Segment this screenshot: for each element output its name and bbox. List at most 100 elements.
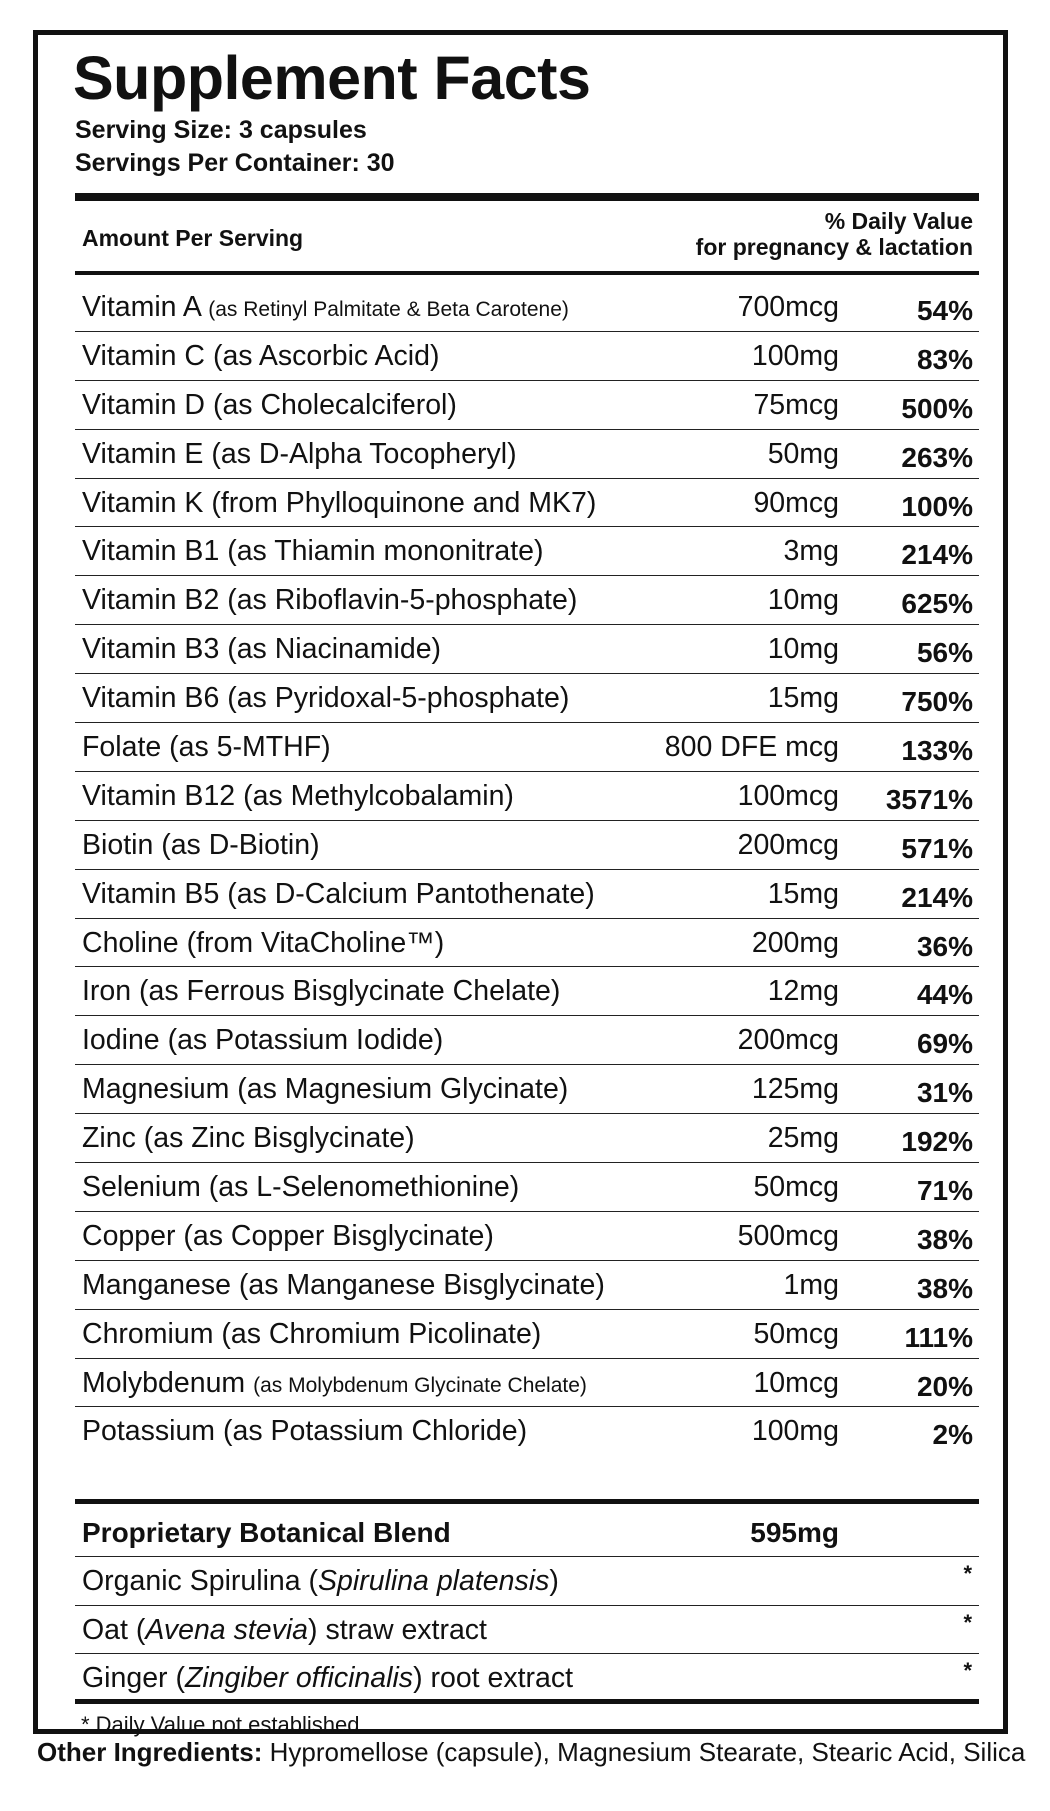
blend-ingredient-pre: Organic Spirulina ( [82, 1565, 319, 1597]
nutrient-label: Copper [82, 1219, 176, 1252]
nutrient-row: Vitamin K (from Phylloquinone and MK7) 90… [75, 479, 979, 528]
nutrient-daily-value: 69% [916, 1028, 973, 1060]
nutrient-label: Molybdenum [82, 1366, 246, 1399]
nutrient-daily-value: 83% [916, 343, 973, 375]
nutrient-amount: 500mcg [737, 1219, 839, 1252]
nutrient-name: Vitamin E (as D-Alpha Tocopheryl) [82, 438, 517, 471]
blend-ingredient-daily-value: * [963, 1658, 972, 1683]
nutrient-row: Molybdenum (as Molybdenum Glycinate Chel… [75, 1359, 979, 1408]
nutrient-daily-value: 625% [901, 588, 973, 620]
nutrient-name: Vitamin B1 (as Thiamin mononitrate) [82, 535, 544, 568]
nutrient-name: Chromium (as Chromium Picolinate) [82, 1318, 541, 1351]
thick-divider [75, 193, 979, 201]
nutrient-name: Manganese (as Manganese Bisglycinate) [82, 1269, 605, 1302]
other-ingredients-label: Other Ingredients: [37, 1737, 263, 1767]
nutrient-label: Iron [82, 975, 132, 1008]
nutrient-row: Selenium (as L-Selenomethionine) 50mcg 71% [75, 1163, 979, 1212]
other-ingredients: Other Ingredients: Hypromellose (capsule… [37, 1735, 1027, 1769]
blend-ingredient-daily-value: * [963, 1561, 972, 1586]
nutrient-label: Vitamin B2 [82, 584, 220, 617]
blend-ingredient-pre: Oat ( [82, 1613, 146, 1646]
nutrient-daily-value: 2% [932, 1419, 973, 1451]
nutrient-source: (as 5-MTHF) [169, 731, 331, 764]
nutrient-source: (as Molybdenum Glycinate Chelate) [253, 1373, 587, 1397]
nutrient-label: Vitamin B5 [82, 877, 220, 910]
nutrient-label: Selenium [82, 1171, 201, 1204]
nutrient-row: Vitamin B12 (as Methylcobalamin) 100mcg 35… [75, 772, 979, 821]
nutrient-amount: 200mg [751, 926, 839, 959]
nutrient-source: (as Manganese Bisglycinate) [238, 1268, 605, 1301]
blend-ingredient-row: Oat (Avena stevia) straw extract * [75, 1606, 979, 1654]
nutrient-label: Folate [82, 731, 162, 764]
nutrient-row: Manganese (as Manganese Bisglycinate) 1mg… [75, 1261, 979, 1310]
nutrient-source: (as Niacinamide) [227, 633, 442, 666]
nutrient-source: (as Retinyl Palmitate & Beta Carotene) [208, 298, 569, 321]
nutrient-name: Vitamin D (as Cholecalciferol) [82, 389, 457, 422]
nutrient-daily-value: 111% [904, 1321, 973, 1353]
blend-header-row: Proprietary Botanical Blend 595mg [75, 1513, 979, 1557]
nutrient-label: Choline [82, 926, 179, 959]
amount-per-serving-header: Amount Per Serving [82, 225, 304, 251]
nutrient-source: (as Chromium Picolinate) [221, 1317, 542, 1350]
nutrient-row: Vitamin A (as Retinyl Palmitate & Beta C… [75, 283, 979, 332]
nutrient-source: (as Methylcobalamin) [243, 779, 514, 812]
nutrient-amount: 200mcg [737, 828, 839, 861]
blend-ingredient-name: Ginger (Zingiber officinalis) root extra… [82, 1662, 573, 1695]
nutrient-amount: 100mcg [737, 779, 839, 812]
nutrient-daily-value: 71% [916, 1175, 973, 1207]
nutrient-daily-value: 100% [901, 490, 973, 522]
nutrient-row: Chromium (as Chromium Picolinate) 50mcg 11… [75, 1310, 979, 1359]
nutrient-label: Vitamin C [82, 339, 206, 372]
nutrient-row: Biotin (as D-Biotin) 200mcg 571% [75, 821, 979, 870]
nutrient-row: Vitamin E (as D-Alpha Tocopheryl) 50mg 263… [75, 430, 979, 479]
nutrient-source: (as Thiamin mononitrate) [227, 535, 544, 568]
nutrient-name: Vitamin B6 (as Pyridoxal-5-phosphate) [82, 682, 569, 715]
daily-value-header: % Daily Value for pregnancy & lactation [696, 208, 973, 260]
nutrient-source: (as L-Selenomethionine) [208, 1171, 520, 1204]
nutrient-name: Biotin (as D-Biotin) [82, 829, 320, 862]
blend-ingredient-post: ) [549, 1565, 559, 1597]
nutrient-row: Vitamin B6 (as Pyridoxal-5-phosphate) 15m… [75, 674, 979, 724]
nutrient-row: Folate (as 5-MTHF) 800 DFE mcg 133% [75, 723, 979, 772]
nutrient-daily-value: 214% [901, 539, 973, 571]
nutrient-source: (as Potassium Iodide) [167, 1024, 444, 1057]
nutrient-daily-value: 36% [916, 930, 973, 962]
panel-title: Supplement Facts [73, 44, 591, 112]
nutrient-label: Vitamin B1 [82, 535, 220, 568]
nutrient-amount: 10mcg [753, 1366, 839, 1399]
nutrient-label: Vitamin E [82, 437, 204, 470]
nutrient-row: Vitamin B5 (as D-Calcium Pantothenate) 15… [75, 870, 979, 919]
nutrient-source: (as Ascorbic Acid) [212, 339, 440, 372]
nutrient-amount: 10mg [767, 633, 839, 666]
nutrient-source: (as Potassium Chloride) [222, 1415, 528, 1448]
blend-ingredient-list: Organic Spirulina (Spirulina platensis) *… [75, 1557, 979, 1703]
nutrient-daily-value: 263% [901, 441, 973, 473]
nutrient-label: Vitamin D [82, 388, 206, 421]
nutrient-label: Vitamin B3 [82, 633, 220, 666]
blend-ingredient-row: Organic Spirulina (Spirulina platensis) * [75, 1557, 979, 1606]
nutrient-amount: 700mcg [737, 291, 839, 323]
nutrient-daily-value: 571% [901, 832, 973, 864]
nutrient-name: Potassium (as Potassium Chloride) [82, 1415, 527, 1448]
blend-ingredient-post: ) root extract [413, 1662, 574, 1694]
nutrient-list: Vitamin A (as Retinyl Palmitate & Beta C… [75, 283, 979, 1456]
nutrient-amount: 90mcg [753, 486, 839, 519]
nutrient-amount: 15mg [767, 682, 839, 715]
nutrient-row: Vitamin B3 (as Niacinamide) 10mg 56% [75, 625, 979, 675]
blend-ingredient-latin: Avena stevia [145, 1613, 309, 1646]
nutrient-row: Iron (as Ferrous Bisglycinate Chelate) 12… [75, 967, 979, 1017]
supplement-facts-panel: Supplement Facts Serving Size: 3 capsule… [33, 30, 1008, 1737]
nutrient-row: Vitamin D (as Cholecalciferol) 75mcg 500% [75, 381, 979, 430]
blend-divider [75, 1699, 979, 1704]
nutrient-amount: 12mg [767, 975, 839, 1008]
nutrient-daily-value: 3571% [885, 783, 973, 815]
blend-ingredient-latin: Spirulina platensis [318, 1565, 550, 1597]
nutrient-source: (as Ferrous Bisglycinate Chelate) [139, 975, 561, 1008]
nutrient-row: Potassium (as Potassium Chloride) 100mg 2% [75, 1407, 979, 1456]
nutrient-row: Choline (from VitaCholine™) 200mg 36% [75, 919, 979, 968]
nutrient-daily-value: 500% [901, 392, 973, 424]
nutrient-amount: 800 DFE mcg [664, 731, 839, 764]
nutrient-daily-value: 20% [916, 1370, 973, 1402]
nutrient-amount: 10mg [767, 584, 839, 617]
nutrient-row: Zinc (as Zinc Bisglycinate) 25mg 192% [75, 1114, 979, 1164]
